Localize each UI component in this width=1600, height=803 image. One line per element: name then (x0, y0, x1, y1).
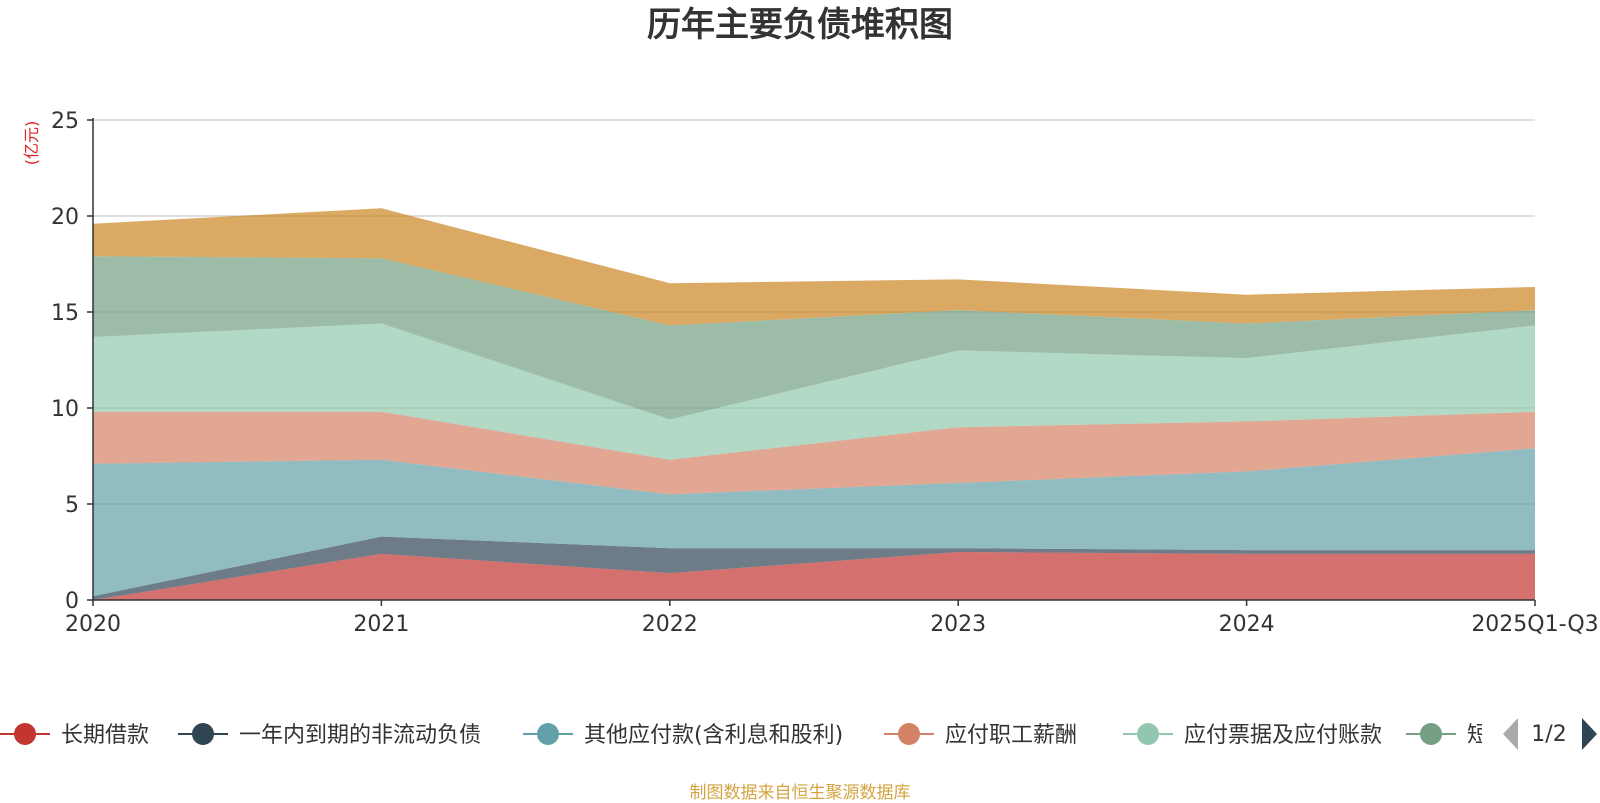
y-tick-label-5: 25 (51, 109, 79, 134)
legend-label-3: 应付职工薪酬 (945, 723, 1077, 748)
y-axis-unit-label: (亿元) (22, 121, 41, 166)
x-tick-label-1: 2021 (353, 612, 409, 637)
tick-labels: 0 5 10 15 20 25 2020 2021 2022 2023 2024 2025Q1-Q3 (51, 109, 1599, 637)
x-tick-label-2: 2022 (642, 612, 698, 637)
legend-pager: 1/2 (1503, 718, 1597, 750)
legend-item-5[interactable]: 短 (1406, 723, 1489, 748)
area-series-4 (93, 323, 1535, 460)
legend-prev-icon[interactable] (1503, 718, 1518, 750)
y-tick-label-2: 10 (51, 397, 79, 422)
legend-swatch-4 (1137, 723, 1159, 745)
axes (87, 118, 1536, 606)
legend-swatch-3 (898, 723, 920, 745)
legend-page-indicator: 1/2 (1531, 722, 1566, 747)
area-series-5 (93, 256, 1535, 420)
area-series-0 (93, 552, 1535, 600)
legend-item-0[interactable]: 长期借款 (0, 723, 149, 748)
area-series-1 (93, 536, 1535, 600)
area-series-layer (93, 208, 1535, 600)
area-series-2 (93, 448, 1535, 597)
x-tick-label-3: 2023 (930, 612, 986, 637)
x-tick-label-4: 2024 (1219, 612, 1275, 637)
x-tick-label-5: 2025Q1-Q3 (1471, 612, 1598, 637)
legend-swatch-1 (192, 723, 214, 745)
area-series-6 (93, 208, 1535, 326)
area-series-3 (93, 411, 1535, 495)
x-tick-label-0: 2020 (65, 612, 121, 637)
y-tick-label-3: 15 (51, 301, 79, 326)
legend-item-2[interactable]: 其他应付款(含利息和股利) (523, 723, 843, 748)
legend-label-2: 其他应付款(含利息和股利) (584, 723, 843, 748)
legend-swatch-2 (537, 723, 559, 745)
legend-item-4[interactable]: 应付票据及应付账款 (1123, 723, 1382, 748)
data-source-footer: 制图数据来自恒生聚源数据库 (689, 783, 911, 803)
legend: 长期借款 一年内到期的非流动负债 其他应付款(含利息和股利) 应付职工薪酬 应付票据及应… (0, 723, 1489, 748)
legend-item-1[interactable]: 一年内到期的非流动负债 (178, 723, 481, 748)
legend-label-5: 短 (1467, 723, 1489, 748)
legend-label-4: 应付票据及应付账款 (1184, 723, 1382, 748)
chart-title: 历年主要负债堆积图 (647, 5, 953, 45)
legend-item-3[interactable]: 应付职工薪酬 (884, 723, 1077, 748)
legend-next-icon[interactable] (1582, 718, 1597, 750)
legend-label-1: 一年内到期的非流动负债 (239, 723, 481, 748)
legend-swatch-0 (14, 723, 36, 745)
y-tick-label-1: 5 (65, 493, 79, 518)
legend-label-0: 长期借款 (61, 723, 149, 748)
y-tick-label-0: 0 (65, 589, 79, 614)
y-tick-label-4: 20 (51, 205, 79, 230)
legend-swatch-5 (1420, 723, 1442, 745)
